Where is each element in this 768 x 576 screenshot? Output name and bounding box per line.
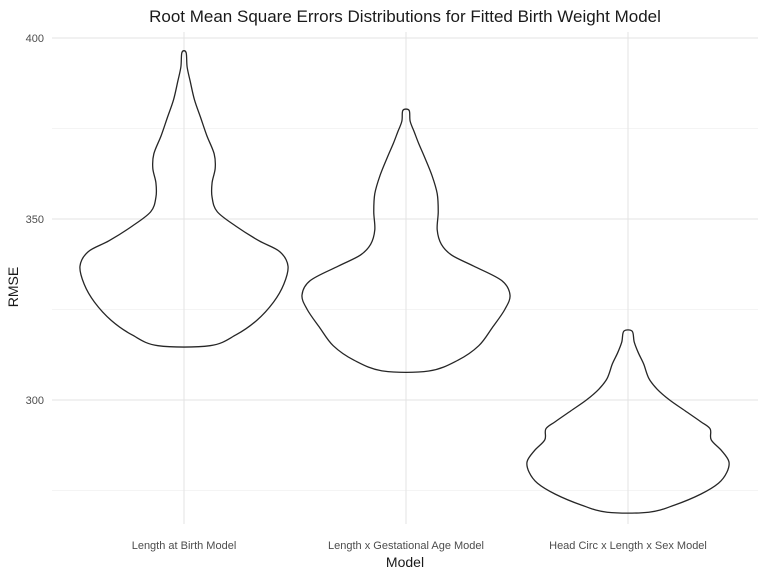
- x-tick-label: Head Circ x Length x Sex Model: [549, 540, 707, 552]
- y-axis-title: RMSE: [5, 267, 21, 307]
- x-axis-title: Model: [386, 554, 424, 570]
- y-tick-labels: 300 350 400: [26, 33, 44, 407]
- y-tick-label: 400: [26, 33, 44, 45]
- violin-3: [526, 329, 730, 514]
- chart-title: Root Mean Square Errors Distributions fo…: [149, 7, 661, 26]
- violin-layer: [79, 50, 730, 514]
- violin-1: [79, 50, 289, 348]
- x-tick-labels: Length at Birth Model Length x Gestationa…: [132, 540, 707, 552]
- violin-2: [301, 108, 511, 374]
- x-tick-label: Length at Birth Model: [132, 540, 237, 552]
- y-tick-label: 300: [26, 395, 44, 407]
- x-tick-label: Length x Gestational Age Model: [328, 540, 484, 552]
- grid-layer: [52, 32, 758, 524]
- y-tick-label: 350: [26, 214, 44, 226]
